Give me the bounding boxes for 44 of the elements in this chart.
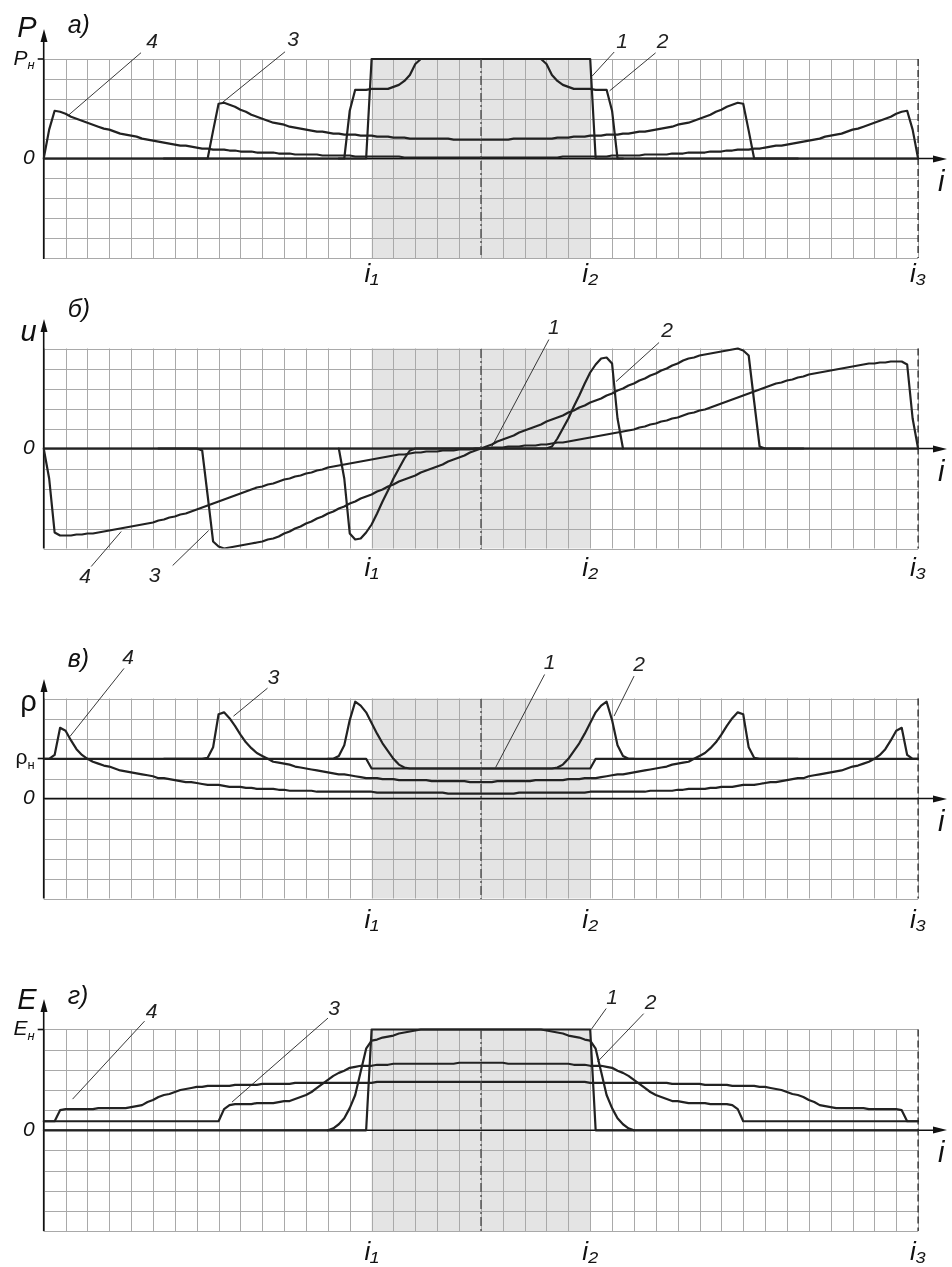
text: 1 <box>548 315 560 339</box>
x-tick-label: i₂ <box>582 1236 599 1267</box>
x-tick-label: i₃ <box>910 903 927 934</box>
y-axis-title: P <box>17 11 38 44</box>
x-tick-label: i₁ <box>364 551 379 582</box>
x-tick-label: i₁ <box>364 258 379 289</box>
x-tick-label: i₁ <box>364 903 379 934</box>
x-tick-label: i₂ <box>582 258 599 289</box>
text: 2 <box>655 28 669 52</box>
chart-title: а) <box>67 9 90 38</box>
text: 0 <box>23 1117 36 1141</box>
y-axis-title: u <box>20 314 37 347</box>
text: 2 <box>660 318 674 342</box>
x-tick-label: i₂ <box>582 551 599 582</box>
text: 4 <box>122 645 134 669</box>
text: 0 <box>23 145 36 169</box>
text: 4 <box>146 28 158 52</box>
series-label: 1 <box>616 28 629 52</box>
text: 0 <box>23 435 36 459</box>
x-tick-label: i₃ <box>910 551 927 582</box>
x-tick-label: i₂ <box>582 903 599 934</box>
chart-title: в) <box>67 644 90 673</box>
legend-label: 4 <box>79 564 92 588</box>
text: 4 <box>145 998 158 1022</box>
x-tick-label: i₃ <box>910 258 927 289</box>
x-axis-title: i <box>938 1136 947 1169</box>
series-label: 2 <box>632 651 646 675</box>
y-axis-title: ρ <box>20 684 37 717</box>
series-label: 1 <box>606 985 619 1009</box>
y-axis-title: E <box>17 983 38 1016</box>
x-axis-title: i <box>938 804 947 837</box>
text: 1 <box>543 650 556 674</box>
x-tick-label: i₃ <box>910 1236 927 1267</box>
x-tick-label: i₁ <box>364 1236 379 1267</box>
text: 3 <box>328 995 341 1019</box>
chart-title: б) <box>67 294 91 323</box>
x-axis-title: i <box>938 454 947 487</box>
text: 3 <box>148 563 161 587</box>
text: 2 <box>643 990 657 1014</box>
x-axis-title: i <box>938 164 947 197</box>
text: 0 <box>23 785 36 809</box>
text: 3 <box>287 26 300 50</box>
chart-title: г) <box>67 981 89 1010</box>
text: 3 <box>267 665 280 688</box>
